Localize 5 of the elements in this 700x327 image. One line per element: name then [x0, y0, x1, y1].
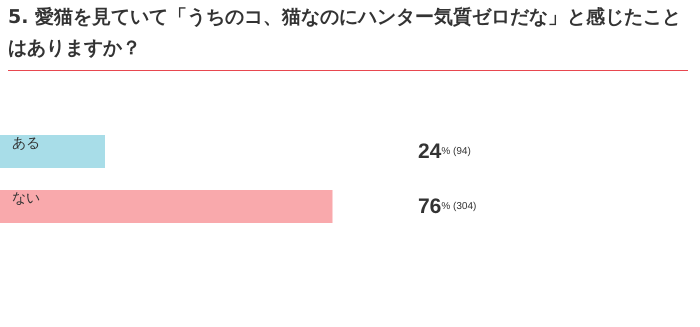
data-label: 76% (304) — [418, 195, 476, 218]
y-tick-label: ない — [12, 190, 40, 206]
y-tick-label: ある — [12, 134, 40, 150]
data-label: 24% (94) — [418, 140, 471, 163]
chart-title: 5. 愛猫を見ていて「うちのコ、猫なのにハンター気質ゼロだな」と感じたことはありますか？ — [8, 2, 688, 71]
